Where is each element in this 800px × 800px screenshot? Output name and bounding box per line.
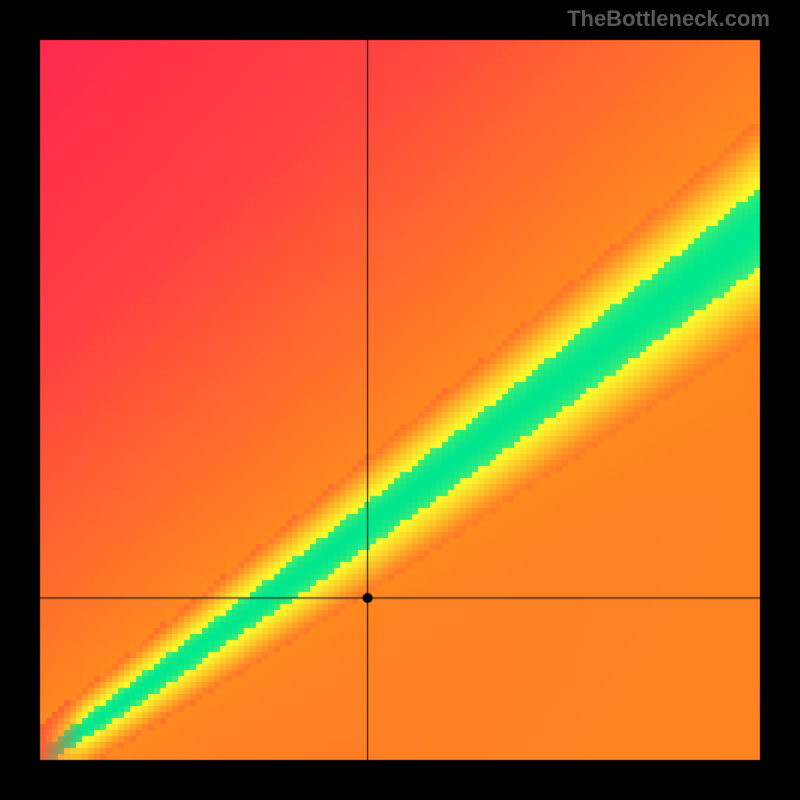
watermark-text: TheBottleneck.com [567,6,770,32]
chart-container: TheBottleneck.com [0,0,800,800]
heatmap-canvas [0,0,800,800]
